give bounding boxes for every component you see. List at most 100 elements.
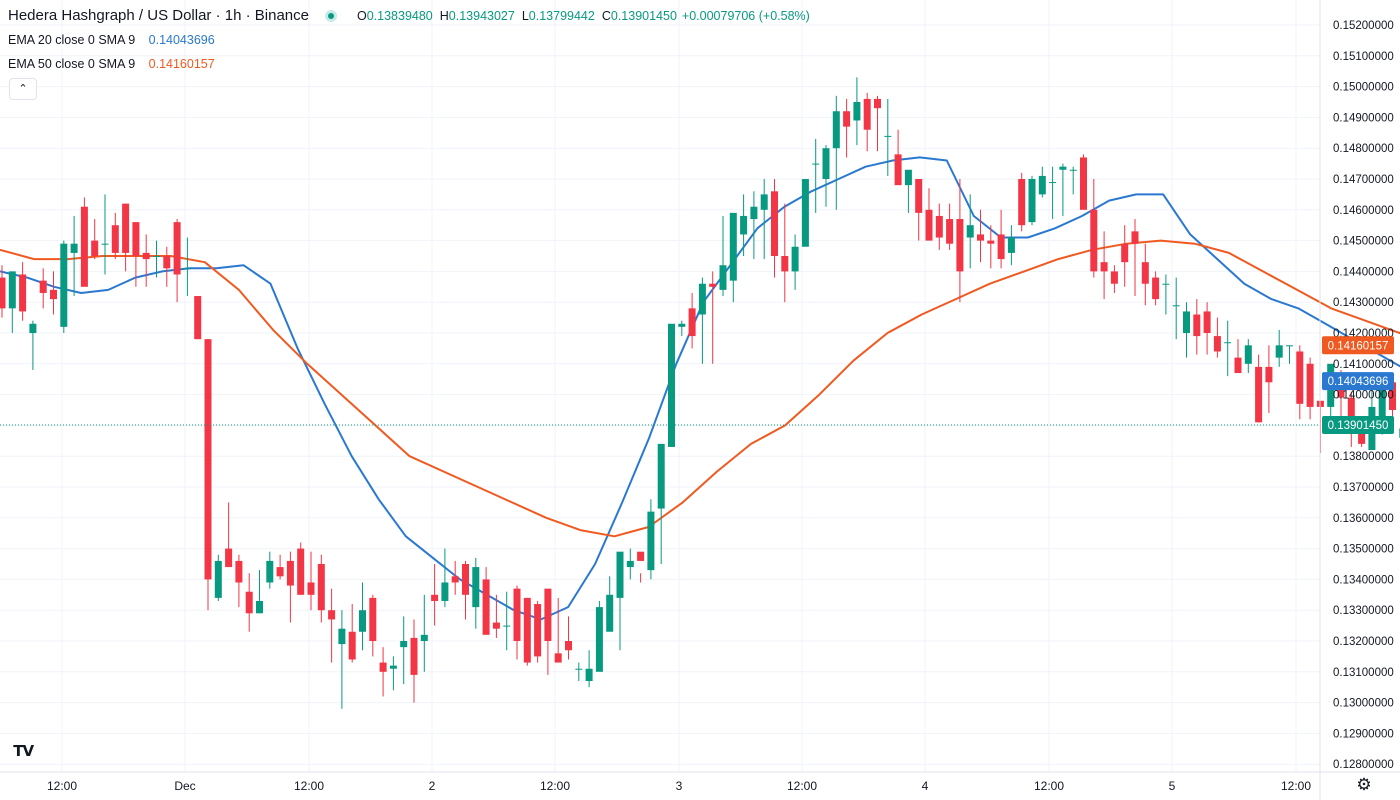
candle <box>935 203 943 250</box>
tradingview-logo-icon[interactable]: TV <box>9 740 39 762</box>
indicator-ema50-legend[interactable]: EMA 50 close 0 SMA 9 0.14160157 <box>8 57 215 71</box>
candle <box>1018 172 1026 232</box>
price-tag-bg <box>1322 336 1394 355</box>
candle-body <box>1378 382 1386 417</box>
candle <box>1172 277 1180 340</box>
candle <box>523 597 531 666</box>
time-tick-label: 12:00 <box>540 779 570 793</box>
symbol-title[interactable]: Hedera Hashgraph / US Dollar · 1h · Bina… <box>8 7 309 24</box>
candle <box>503 591 511 651</box>
candle <box>925 188 933 241</box>
ema-lines <box>0 156 1400 621</box>
candle <box>451 560 459 595</box>
indicator-ema20-legend[interactable]: EMA 20 close 0 SMA 9 0.14043696 <box>8 33 215 47</box>
time-tick-label: 12:00 <box>47 779 77 793</box>
candle-body <box>276 567 284 577</box>
candle-body <box>400 641 408 648</box>
candle <box>70 215 78 297</box>
candle-body <box>1080 157 1087 210</box>
collapse-legend-button[interactable]: ⌃ <box>9 78 37 100</box>
candle-body <box>183 268 191 270</box>
candle <box>534 600 542 663</box>
ohlc-low-value: 0.13799442 <box>528 8 595 23</box>
candle-body <box>1224 342 1232 344</box>
candle-body <box>729 212 737 281</box>
ohlc-high-key: H <box>439 8 449 23</box>
candle-body <box>492 622 500 629</box>
candle-body <box>647 511 655 571</box>
candle <box>1286 345 1293 364</box>
candle <box>328 588 336 663</box>
candle <box>400 616 408 685</box>
price-tick-label: 0.14400000 <box>1333 266 1394 278</box>
candle-body <box>1028 179 1036 223</box>
candle-body <box>80 206 88 287</box>
candle-body <box>1007 237 1015 253</box>
candle <box>626 548 634 580</box>
candle <box>668 323 675 447</box>
candle-body <box>678 323 686 327</box>
candle-body <box>359 610 366 632</box>
candle <box>729 212 737 303</box>
candle <box>389 656 397 691</box>
candle <box>29 320 37 370</box>
candle <box>1224 320 1232 377</box>
candle-body <box>142 252 150 260</box>
candle-body <box>1131 231 1139 244</box>
price-tag-text: 0.13901450 <box>1328 420 1389 432</box>
price-tick-label: 0.15000000 <box>1333 82 1394 94</box>
candle <box>1203 302 1211 355</box>
candle-body <box>307 582 315 595</box>
candle-body <box>987 240 995 244</box>
candle-body <box>420 634 428 641</box>
price-tick-label: 0.13200000 <box>1333 636 1394 648</box>
candle <box>153 240 160 278</box>
candle <box>1162 274 1170 315</box>
candle <box>379 647 387 697</box>
candle-body <box>1286 345 1293 347</box>
candle <box>348 604 356 663</box>
candle <box>19 262 27 321</box>
candle <box>595 600 603 672</box>
price-tick-label: 0.14300000 <box>1333 297 1394 309</box>
candle-body <box>29 323 37 333</box>
candle <box>472 557 480 629</box>
candle <box>91 219 99 260</box>
candle <box>1090 179 1098 278</box>
candle-body <box>925 209 933 241</box>
candle <box>1121 225 1129 287</box>
candle <box>307 551 315 611</box>
candle <box>1007 225 1015 266</box>
candle-body <box>781 256 789 272</box>
candle <box>60 240 68 333</box>
candle <box>915 179 923 241</box>
candle-body <box>1172 305 1180 307</box>
candle-body <box>884 135 892 137</box>
candle-body <box>369 597 377 641</box>
candle <box>1080 154 1087 210</box>
candle <box>1306 357 1314 420</box>
candle <box>317 554 325 623</box>
candle-body <box>1038 175 1046 195</box>
candle-body <box>1255 366 1263 423</box>
candle <box>276 554 284 580</box>
ohlc-close-value: 0.13901450 <box>610 8 677 23</box>
price-labels: 0.14160157 0.14043696 0.13901450 <box>1322 336 1394 434</box>
candle <box>1141 243 1149 306</box>
candle-body <box>904 169 912 186</box>
price-tick-label: 0.15100000 <box>1333 51 1394 63</box>
time-axis[interactable]: 12:00 Dec 12:00 2 12:00 3 12:00 4 12:00 5 12:00 <box>0 771 1400 793</box>
candle <box>142 234 150 287</box>
candle-body <box>977 234 984 241</box>
price-tick-label: 0.13000000 <box>1333 698 1394 710</box>
candle-body <box>771 191 778 256</box>
candle <box>204 339 212 611</box>
gear-icon[interactable]: ⚙ <box>1356 775 1372 794</box>
chevron-up-icon: ⌃ <box>18 83 28 95</box>
ohlc-open-value: 0.13839480 <box>366 8 433 23</box>
candle-body <box>565 641 572 651</box>
candle <box>163 246 171 287</box>
candle-body <box>1244 345 1252 364</box>
price-tick-label: 0.13100000 <box>1333 667 1394 679</box>
